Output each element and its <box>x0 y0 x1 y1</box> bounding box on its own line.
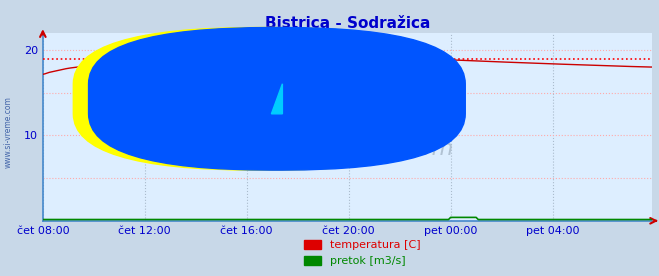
Legend: temperatura [C], pretok [m3/s]: temperatura [C], pretok [m3/s] <box>300 235 425 270</box>
FancyBboxPatch shape <box>73 28 454 170</box>
Title: Bistrica - Sodražica: Bistrica - Sodražica <box>265 15 430 31</box>
Text: www.si-vreme.com: www.si-vreme.com <box>3 97 13 168</box>
Polygon shape <box>272 84 283 114</box>
FancyBboxPatch shape <box>88 28 465 170</box>
Text: www.si-vreme.com: www.si-vreme.com <box>241 139 454 160</box>
